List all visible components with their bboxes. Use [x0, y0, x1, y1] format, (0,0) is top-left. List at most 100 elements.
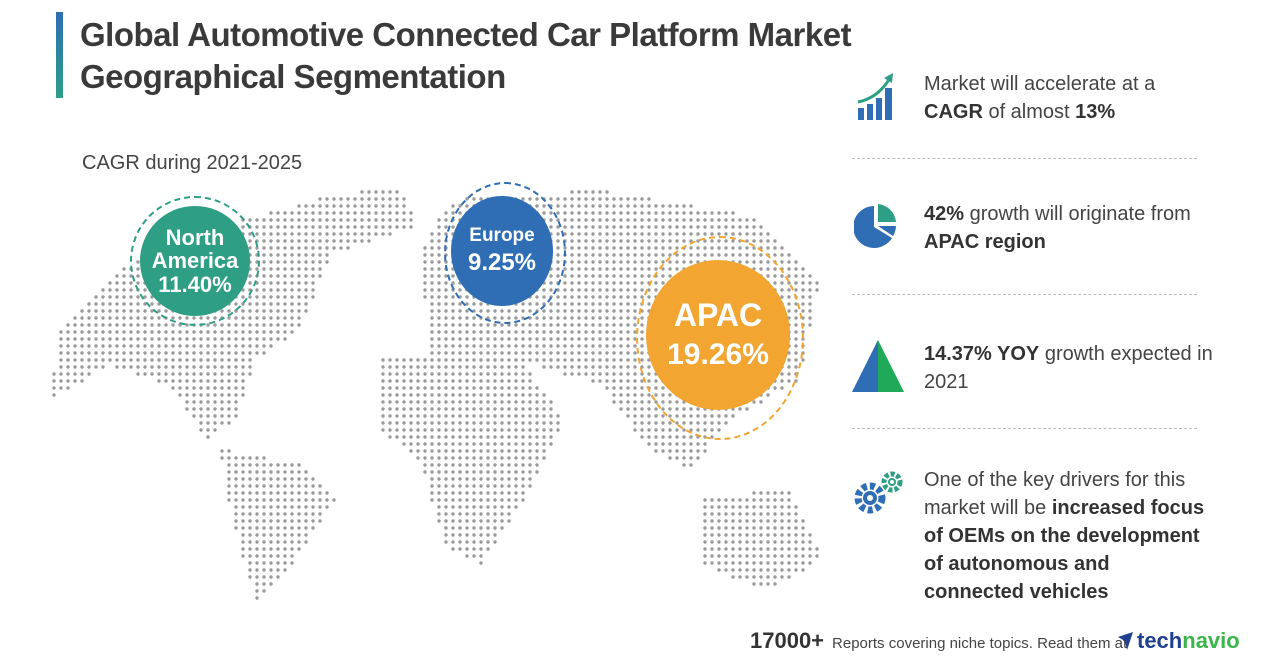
- map-dot: [703, 540, 707, 544]
- map-dot: [500, 330, 504, 334]
- map-dot: [514, 386, 518, 390]
- map-dot: [619, 267, 623, 271]
- map-dot: [619, 393, 623, 397]
- map-dot: [248, 519, 252, 523]
- map-dot: [626, 386, 630, 390]
- map-dot: [297, 547, 301, 551]
- map-dot: [633, 316, 637, 320]
- map-dot: [647, 421, 651, 425]
- map-dot: [563, 288, 567, 292]
- map-dot: [311, 498, 315, 502]
- map-dot: [472, 477, 476, 481]
- map-dot: [752, 519, 756, 523]
- map-dot: [619, 344, 623, 348]
- map-dot: [598, 190, 602, 194]
- map-dot: [87, 344, 91, 348]
- map-dot: [234, 498, 238, 502]
- map-dot: [451, 463, 455, 467]
- map-dot: [703, 225, 707, 229]
- map-dot: [472, 533, 476, 537]
- map-dot: [724, 533, 728, 537]
- map-dot: [451, 526, 455, 530]
- map-dot: [556, 323, 560, 327]
- map-dot: [234, 414, 238, 418]
- map-dot: [612, 351, 616, 355]
- map-dot: [444, 526, 448, 530]
- map-dot: [465, 533, 469, 537]
- map-dot: [668, 239, 672, 243]
- map-dot: [402, 442, 406, 446]
- map-dot: [626, 246, 630, 250]
- map-dot: [717, 218, 721, 222]
- map-dot: [430, 379, 434, 383]
- technavio-logo[interactable]: tech navio: [1116, 628, 1240, 654]
- map-dot: [276, 519, 280, 523]
- map-dot: [444, 372, 448, 376]
- divider: [852, 428, 1197, 429]
- map-dot: [465, 442, 469, 446]
- map-dot: [227, 407, 231, 411]
- map-dot: [486, 386, 490, 390]
- map-dot: [108, 344, 112, 348]
- map-dot: [514, 428, 518, 432]
- map-dot: [521, 337, 525, 341]
- map-dot: [430, 421, 434, 425]
- map-dot: [507, 400, 511, 404]
- map-dot: [290, 316, 294, 320]
- map-dot: [563, 225, 567, 229]
- map-dot: [521, 428, 525, 432]
- map-dot: [416, 358, 420, 362]
- map-dot: [766, 561, 770, 565]
- map-dot: [570, 372, 574, 376]
- map-dot: [311, 512, 315, 516]
- map-dot: [577, 232, 581, 236]
- map-dot: [290, 512, 294, 516]
- map-dot: [283, 491, 287, 495]
- map-dot: [507, 365, 511, 369]
- map-dot: [444, 442, 448, 446]
- map-dot: [584, 358, 588, 362]
- map-dot: [787, 547, 791, 551]
- map-dot: [584, 330, 588, 334]
- map-dot: [682, 435, 686, 439]
- map-dot: [409, 358, 413, 362]
- map-dot: [689, 463, 693, 467]
- map-dot: [570, 246, 574, 250]
- map-dot: [220, 393, 224, 397]
- map-dot: [787, 561, 791, 565]
- footer: 17000+ Reports covering niche topics. Re…: [750, 628, 1127, 654]
- map-dot: [381, 190, 385, 194]
- map-dot: [528, 400, 532, 404]
- map-dot: [612, 288, 616, 292]
- map-dot: [297, 498, 301, 502]
- map-dot: [500, 512, 504, 516]
- north-america-bubble: North America 11.40%: [140, 206, 250, 316]
- map-dot: [598, 197, 602, 201]
- map-dot: [136, 344, 140, 348]
- map-dot: [290, 309, 294, 313]
- map-dot: [633, 225, 637, 229]
- map-dot: [591, 225, 595, 229]
- map-dot: [605, 372, 609, 376]
- map-dot: [570, 218, 574, 222]
- map-dot: [486, 400, 490, 404]
- map-dot: [535, 463, 539, 467]
- map-dot: [759, 575, 763, 579]
- map-dot: [556, 414, 560, 418]
- map-dot: [437, 218, 441, 222]
- map-dot: [521, 421, 525, 425]
- map-dot: [66, 358, 70, 362]
- map-dot: [255, 288, 259, 292]
- map-dot: [290, 533, 294, 537]
- map-dot: [584, 218, 588, 222]
- map-dot: [129, 309, 133, 313]
- map-dot: [696, 218, 700, 222]
- text: APAC region: [924, 231, 1046, 253]
- map-dot: [759, 232, 763, 236]
- map-dot: [780, 554, 784, 558]
- map-dot: [262, 519, 266, 523]
- map-dot: [745, 533, 749, 537]
- map-dot: [269, 582, 273, 586]
- map-dot: [101, 344, 105, 348]
- map-dot: [500, 428, 504, 432]
